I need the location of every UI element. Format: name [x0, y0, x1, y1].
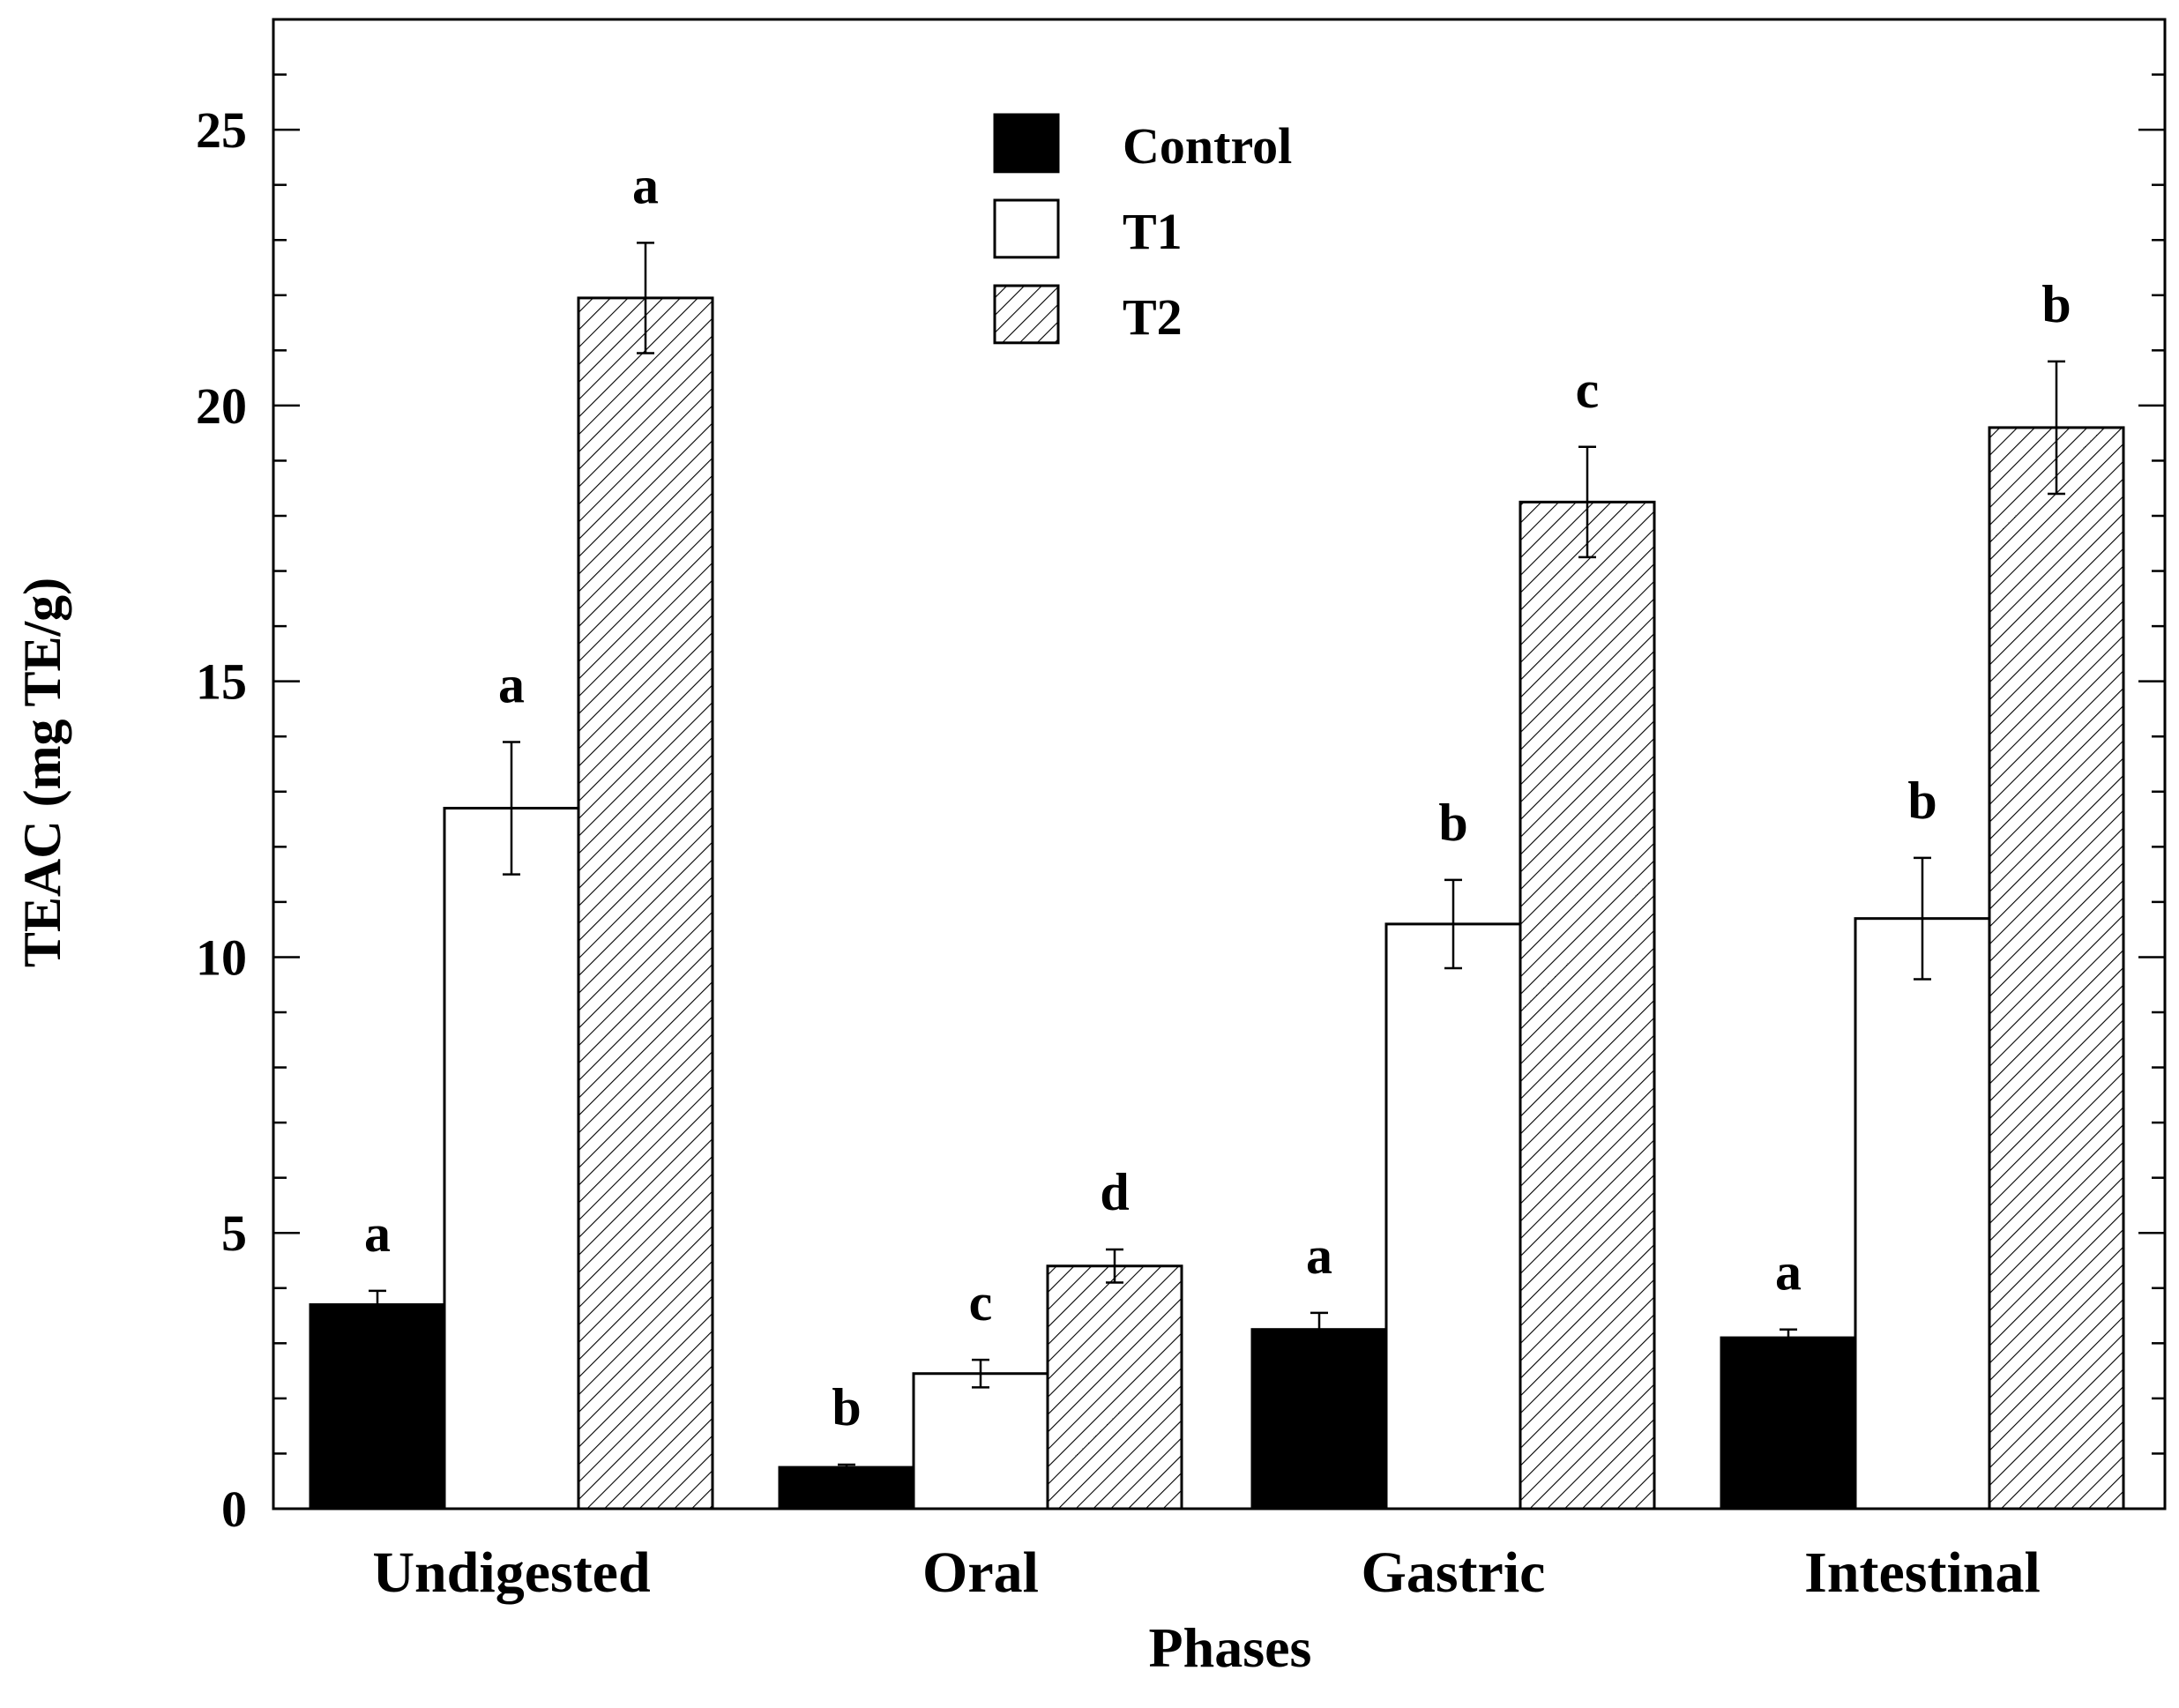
x-tick-label: Oral: [922, 1540, 1039, 1605]
significance-letter: b: [832, 1378, 861, 1436]
significance-letter: a: [632, 156, 659, 214]
x-tick-label: Gastric: [1362, 1540, 1546, 1605]
y-tick-label: 15: [196, 653, 247, 711]
legend-swatch-t1: [993, 198, 1060, 259]
bar-t1-undigested: [443, 807, 580, 1510]
bar-t2-gastric: [1519, 500, 1656, 1510]
bar-t2-oral: [1046, 1264, 1183, 1510]
bar-control-intestinal: [1720, 1336, 1857, 1510]
bar-t2-undigested: [577, 296, 714, 1510]
significance-letter: d: [1100, 1163, 1129, 1221]
x-tick-label: Intestinal: [1804, 1540, 2041, 1605]
legend-label-t1: T1: [1123, 203, 1183, 260]
y-tick-label: 25: [196, 101, 247, 159]
legend-swatch-control: [993, 113, 1060, 174]
y-axis-title: TEAC (mg TE/g): [13, 578, 71, 967]
bar-t1-gastric: [1384, 922, 1522, 1510]
significance-letter: a: [1306, 1227, 1332, 1285]
legend-swatch-t2: [993, 284, 1060, 345]
x-tick-label: Undigested: [372, 1540, 650, 1605]
y-tick-label: 20: [196, 377, 247, 435]
significance-letter: a: [498, 655, 525, 713]
bar-t2-intestinal: [1988, 426, 2125, 1510]
significance-letter: c: [969, 1273, 993, 1331]
significance-letter: b: [2041, 275, 2071, 333]
legend-label-t2: T2: [1123, 288, 1183, 346]
significance-letter: a: [364, 1205, 391, 1263]
bar-t1-oral: [912, 1372, 1049, 1510]
plot-frame: [272, 18, 2167, 1510]
y-tick-label: 0: [221, 1481, 247, 1538]
significance-letter: b: [1438, 794, 1467, 852]
significance-letter: b: [1907, 772, 1936, 830]
significance-letter: a: [1775, 1243, 1802, 1302]
bar-control-undigested: [309, 1303, 446, 1510]
legend: Control T1 T2: [993, 113, 1292, 346]
legend-label-control: Control: [1123, 117, 1292, 175]
y-tick-label: 10: [196, 929, 247, 986]
bar-control-gastric: [1250, 1328, 1388, 1510]
y-tick-label: 5: [221, 1205, 247, 1262]
significance-letter: c: [1576, 361, 1600, 419]
x-axis-title: Phases: [1149, 1616, 1312, 1679]
bar-control-oral: [778, 1466, 915, 1510]
bar-t1-intestinal: [1854, 917, 1991, 1510]
plot-area: 0 5 10 15 20 25 a a a Undigested b c d Oral a b c Gastric…: [196, 18, 2167, 1605]
